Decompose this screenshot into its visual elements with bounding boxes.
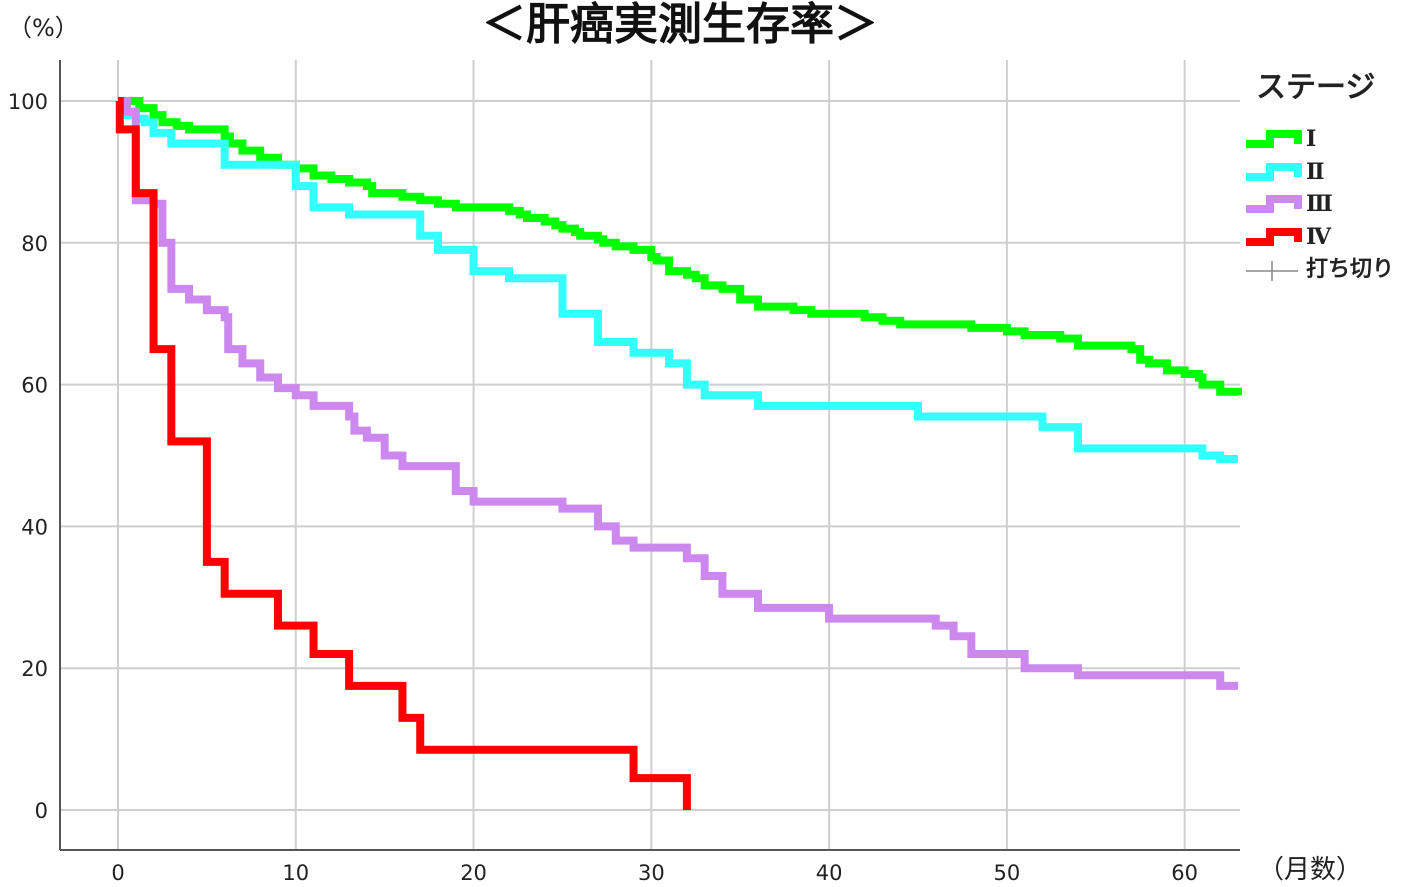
y-axis-unit: （%）	[8, 14, 79, 42]
legend-title: ステージ	[1256, 70, 1376, 105]
legend-swatch-stage-2	[1246, 163, 1302, 181]
legend-item-stage-2: Ⅱ	[1242, 157, 1410, 187]
survival-curve-stage-4	[115, 97, 691, 810]
x-tick-label: 20	[460, 861, 487, 885]
survival-curve-stage-2	[118, 97, 1238, 464]
legend-label-stage-1: Ⅰ	[1306, 126, 1317, 152]
x-tick-label: 10	[282, 861, 309, 885]
y-tick-label: 60	[21, 374, 48, 398]
survival-curve-stage-3	[118, 97, 1238, 690]
legend-swatch-stage-4	[1246, 228, 1302, 246]
y-tick-label: 20	[21, 657, 48, 681]
legend-item-stage-1: Ⅰ	[1242, 124, 1410, 154]
censor-mark-icon	[1246, 261, 1298, 281]
legend-item-stage-4: Ⅳ	[1242, 222, 1410, 252]
x-axis-unit: （月数）	[1258, 855, 1363, 885]
survival-curve-stage-1	[118, 97, 1242, 396]
x-tick-label: 50	[994, 861, 1021, 885]
chart-title: ＜肝癌実測生存率＞	[482, 0, 878, 50]
legend-swatch-stage-3	[1246, 195, 1302, 213]
axes	[59, 60, 1240, 851]
tick-labels: 0 10 20 30 40 50 60 0 20 40 60 80 100	[8, 90, 1198, 885]
y-tick-label: 100	[8, 90, 48, 114]
legend-label-censored: 打ち切り	[1306, 257, 1395, 282]
legend-label-stage-2: Ⅱ	[1306, 159, 1325, 185]
legend-item-stage-3: Ⅲ	[1242, 189, 1410, 219]
x-tick-label: 60	[1171, 861, 1198, 885]
grid-lines	[60, 60, 1240, 850]
legend-label-stage-4: Ⅳ	[1306, 224, 1331, 250]
legend-label-stage-3: Ⅲ	[1306, 191, 1333, 217]
x-tick-label: 30	[638, 861, 665, 885]
y-tick-label: 40	[21, 515, 48, 539]
y-tick-label: 0	[35, 799, 48, 823]
series-lines	[115, 97, 1242, 810]
legend-swatch-stage-1	[1246, 130, 1302, 148]
x-tick-label: 0	[111, 861, 124, 885]
legend-item-censored: 打ち切り	[1242, 255, 1410, 285]
x-tick-label: 40	[816, 861, 843, 885]
y-tick-label: 80	[21, 232, 48, 256]
